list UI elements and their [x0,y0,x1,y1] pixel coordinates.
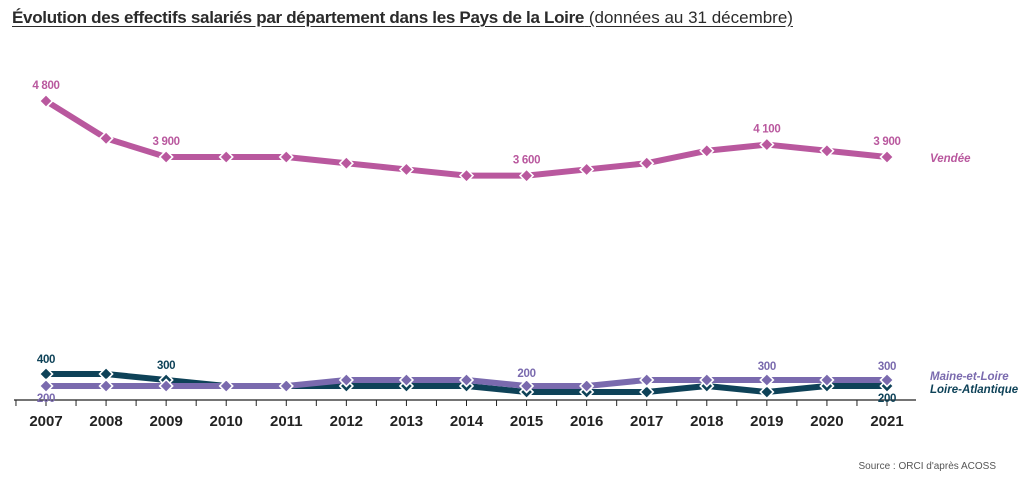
x-tick-label: 2007 [29,413,62,430]
source-note: Source : ORCI d'après ACOSS [858,461,996,472]
data-point [98,378,114,394]
x-tick-label: 2019 [750,413,783,430]
data-point [458,372,475,388]
data-label: 3 900 [873,136,900,148]
data-point [98,130,114,146]
data-label: 4 100 [753,124,780,136]
data-point [819,372,835,388]
x-tick-label: 2010 [210,413,243,430]
x-tick-label: 2017 [630,413,663,430]
data-label: 200 [517,368,535,380]
data-point [398,161,415,178]
data-point [639,155,655,171]
data-point [338,155,354,171]
data-point [38,378,54,394]
x-tick-label: 2014 [450,413,484,430]
data-point [759,372,775,388]
data-point [158,149,174,165]
x-tick-label: 2012 [330,413,363,430]
data-label: 200 [37,393,55,405]
data-point [639,384,655,400]
data-label: 3 900 [153,136,180,148]
data-point [458,168,475,184]
data-point [218,378,234,394]
data-point [699,143,715,159]
data-point [759,384,775,400]
x-tick-label: 2020 [810,413,843,430]
data-point [38,93,54,109]
x-tick-label: 2009 [149,413,182,430]
data-point [639,372,655,388]
data-point [218,149,234,165]
x-tick-label: 2021 [870,413,903,430]
data-point [278,149,294,165]
x-tick-label: 2013 [390,413,423,430]
data-point [338,372,354,388]
data-point [579,378,595,394]
data-label: 300 [758,361,776,373]
x-tick-label: 2011 [270,413,303,430]
series-label: Maine-et-Loire [930,371,1009,383]
data-label: 3 600 [513,155,540,167]
data-point [518,168,535,184]
data-point [879,372,895,388]
x-tick-label: 2008 [89,413,122,430]
data-point [879,149,895,165]
chart-title-sub: (données au 31 décembre) [588,8,793,27]
data-label: 4 800 [32,80,59,92]
data-point [699,372,715,388]
data-label: 200 [878,393,896,405]
data-point [158,378,174,394]
data-point [518,378,535,394]
series-label: Vendée [930,153,971,165]
chart-title: Évolution des effectifs salariés par dép… [12,8,793,28]
data-label: 300 [878,361,896,373]
data-point [278,378,294,394]
data-label: 400 [37,354,55,366]
series-label: Loire-Atlantique [930,384,1019,396]
chart-title-main: Évolution des effectifs salariés par dép… [12,8,585,27]
data-point [759,136,775,153]
data-point [819,143,835,159]
x-tick-label: 2015 [510,413,543,430]
data-label: 300 [157,360,175,372]
data-point [398,372,415,388]
x-tick-label: 2018 [690,413,723,430]
x-tick-label: 2016 [570,413,603,430]
data-point [579,161,595,178]
